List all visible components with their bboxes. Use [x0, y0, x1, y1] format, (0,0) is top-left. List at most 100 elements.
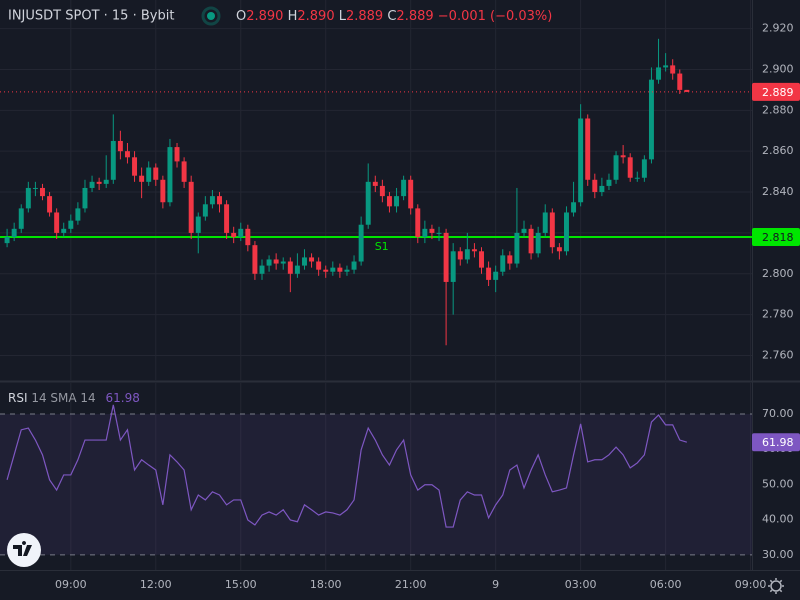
- candle-body: [4, 236, 10, 244]
- candle-body: [209, 196, 215, 205]
- indicator-value: 61.98: [106, 391, 140, 405]
- ohlc-value: 2.890: [246, 9, 283, 24]
- candle-body: [535, 232, 541, 254]
- x-tick-label: 9: [492, 578, 499, 591]
- candle-body: [542, 212, 548, 233]
- candle-body: [202, 204, 208, 217]
- candle-body: [82, 187, 88, 209]
- plot-layer: S1: [0, 38, 752, 528]
- candle-body: [556, 247, 562, 252]
- candle-body: [132, 157, 138, 176]
- candle-body: [620, 155, 626, 158]
- ohlc-value: 2.890: [297, 9, 334, 24]
- candle-body: [507, 255, 513, 264]
- axes-layer: 09:00 12:00 15:00 18:00 21:00 9 03:00 06:00 09:0…: [55, 22, 800, 591]
- candle-body: [592, 179, 598, 193]
- candle-body: [663, 65, 669, 68]
- settings-button[interactable]: [768, 578, 784, 594]
- ohlc-key: L: [339, 9, 347, 24]
- x-tick-label: 18:00: [310, 578, 342, 591]
- y-tick-label: 2.880: [762, 103, 794, 116]
- candle-body: [139, 175, 145, 182]
- candle-body: [500, 255, 506, 272]
- candle-body: [167, 147, 173, 203]
- symbol-title[interactable]: INJUSDT SPOT · 15 · Bybit: [8, 9, 174, 24]
- candle-body: [25, 187, 31, 209]
- ohlc-legend: O2.890 H2.890 L2.889 C2.889 −0.001 (−0.0…: [236, 9, 552, 24]
- candle-body: [493, 271, 499, 280]
- candle-body: [641, 159, 647, 178]
- candle-body: [627, 157, 633, 178]
- price-label: 61.98: [762, 436, 794, 449]
- candle-body: [280, 261, 286, 264]
- candle-body: [54, 212, 60, 233]
- rsi-band: [0, 413, 752, 555]
- candle-body: [47, 196, 53, 213]
- candle-body: [613, 155, 619, 180]
- change-value: −0.001 (−0.03%): [438, 9, 553, 24]
- candle-body: [471, 249, 477, 252]
- candle-body: [330, 267, 336, 272]
- market-status[interactable]: [201, 6, 221, 26]
- y-tick-label: 2.780: [762, 308, 794, 321]
- candle-body: [351, 261, 357, 270]
- candle-body: [670, 65, 676, 74]
- x-tick-label: 06:00: [650, 578, 682, 591]
- candle-body: [103, 179, 109, 184]
- price-label: 2.818: [762, 231, 794, 244]
- grid-layer: [0, 0, 752, 570]
- indicator-legend[interactable]: RSI 14 SMA 14 61.98: [8, 391, 140, 405]
- candle-body: [429, 228, 435, 233]
- candle-body: [266, 259, 272, 266]
- candle-body: [316, 261, 322, 270]
- candle-body: [379, 185, 385, 197]
- candle-body: [117, 140, 123, 152]
- candle-body: [408, 179, 414, 209]
- x-tick-label: 09:00: [55, 578, 87, 591]
- candle-body: [32, 187, 38, 189]
- x-tick-label: 15:00: [225, 578, 257, 591]
- x-tick-label: 21:00: [395, 578, 427, 591]
- candle-body: [422, 228, 428, 237]
- x-tick-label: 12:00: [140, 578, 172, 591]
- candle-body: [358, 224, 364, 262]
- price-label: 2.889: [762, 86, 794, 99]
- support-label: S1: [375, 240, 389, 253]
- ohlc-key: C: [387, 9, 396, 24]
- candle-body: [153, 167, 159, 180]
- candle-body: [238, 228, 244, 237]
- y-tick-label: 2.840: [762, 185, 794, 198]
- candle-body: [457, 251, 463, 260]
- candle-body: [443, 232, 449, 282]
- indicator-title: RSI: [8, 391, 28, 405]
- candle-body: [386, 196, 392, 207]
- candle-body: [89, 181, 95, 188]
- y-tick-label: 2.800: [762, 267, 794, 280]
- candle-body: [259, 265, 265, 274]
- candle-body: [188, 181, 194, 233]
- candle-body: [146, 167, 152, 182]
- ohlc-value: 2.889: [346, 9, 383, 24]
- candle-body: [61, 228, 67, 233]
- ohlc-key: O: [236, 9, 246, 24]
- candle-body: [599, 185, 605, 193]
- rsi-line: [6, 404, 688, 528]
- indicator-params: 14 SMA 14: [31, 391, 95, 405]
- tv-logo[interactable]: [7, 533, 41, 567]
- ohlc-key: H: [288, 9, 298, 24]
- x-tick-label: 09:00: [735, 578, 767, 591]
- candle-body: [606, 179, 612, 186]
- y-tick-label: 50.00: [762, 477, 794, 490]
- candle-body: [415, 208, 421, 237]
- candle-body: [578, 118, 584, 203]
- y-tick-label: 2.760: [762, 348, 794, 361]
- candle-body: [287, 261, 293, 274]
- candle-body: [294, 265, 300, 274]
- market-status-dot: [207, 12, 215, 20]
- candle-body: [656, 67, 662, 80]
- candle-body: [231, 232, 237, 237]
- candle-body: [273, 259, 279, 264]
- y-tick-label: 2.900: [762, 62, 794, 75]
- candle-body: [96, 181, 102, 184]
